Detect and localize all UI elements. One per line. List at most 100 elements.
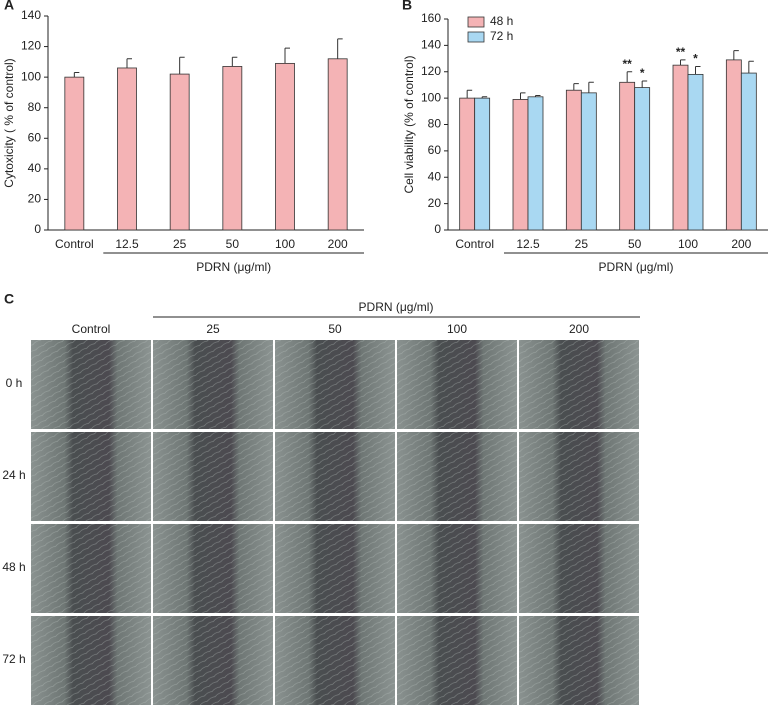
error-bar <box>626 71 633 83</box>
panel-label: C <box>4 291 14 307</box>
error-bar <box>695 65 701 75</box>
error-bar <box>73 72 80 78</box>
y-tick-label: 0 <box>434 222 441 236</box>
micrograph-texture <box>275 524 395 613</box>
row-label: 72 h <box>2 652 25 666</box>
bar <box>64 76 85 231</box>
significance-mark: ** <box>622 57 632 71</box>
x-tick-label: 200 <box>731 237 751 251</box>
bar <box>565 89 582 231</box>
error-bar <box>535 94 541 97</box>
bar <box>459 97 476 231</box>
panel-label: A <box>4 0 14 13</box>
significance-mark: * <box>693 52 698 66</box>
x-tick-label: 100 <box>678 237 698 251</box>
micrograph-texture <box>153 524 273 613</box>
bar <box>687 73 704 231</box>
y-tick-label: 80 <box>28 100 42 114</box>
x-tick-label: 12.5 <box>516 237 540 251</box>
x-tick-label: 25 <box>173 237 187 251</box>
x-tick-label: 200 <box>328 237 348 251</box>
micrograph-texture <box>153 340 273 429</box>
column-label: 25 <box>206 322 220 336</box>
y-tick-label: 100 <box>21 69 41 83</box>
bar <box>117 67 137 231</box>
micrograph-texture <box>275 340 395 429</box>
column-label: 100 <box>447 322 467 336</box>
bar <box>275 62 295 231</box>
error-bar <box>641 80 648 88</box>
micrograph-texture <box>397 616 517 705</box>
error-bar <box>588 81 594 93</box>
micrograph-texture <box>31 616 151 705</box>
micrograph-texture <box>31 524 151 613</box>
y-axis-label: Cytoxicity ( % of control) <box>2 58 16 187</box>
bar <box>580 92 597 231</box>
y-tick-label: 100 <box>421 90 441 104</box>
column-label: 50 <box>328 322 342 336</box>
bar <box>169 73 190 231</box>
micrograph-texture <box>397 524 517 613</box>
error-bar <box>231 56 238 67</box>
row-label: 48 h <box>2 560 25 574</box>
significance-mark: ** <box>676 45 686 59</box>
x-tick-label: Control <box>55 237 94 251</box>
x-group-label: PDRN (μg/ml) <box>599 260 674 274</box>
y-axis-label: Cell viability (% of control) <box>402 55 416 193</box>
bar <box>672 64 689 231</box>
x-tick-label: 12.5 <box>115 237 139 251</box>
row-label: 0 h <box>6 376 23 390</box>
x-group-label: PDRN (μg/ml) <box>196 260 271 274</box>
y-tick-label: 160 <box>421 11 441 25</box>
error-bar <box>481 96 488 99</box>
y-tick-label: 0 <box>34 222 41 236</box>
column-label: 200 <box>569 322 589 336</box>
y-tick-label: 140 <box>21 8 41 22</box>
legend-swatch <box>467 31 485 43</box>
bar <box>725 59 742 231</box>
error-bar <box>126 58 132 68</box>
legend-label: 72 h <box>490 29 513 43</box>
y-tick-label: 40 <box>28 161 42 175</box>
panel-label: B <box>402 0 412 13</box>
micrograph-texture <box>275 616 395 705</box>
group-label: PDRN (μg/ml) <box>359 300 434 314</box>
micrograph-texture <box>519 524 639 613</box>
micrograph-texture <box>519 340 639 429</box>
micrograph-texture <box>397 340 517 429</box>
significance-mark: * <box>640 66 645 80</box>
error-bar <box>573 83 579 91</box>
error-bar <box>680 59 686 66</box>
y-tick-label: 120 <box>21 39 41 53</box>
x-tick-label: 50 <box>628 237 642 251</box>
column-label: Control <box>72 322 111 336</box>
micrograph-texture <box>519 432 639 521</box>
legend-label: 48 h <box>490 14 513 28</box>
error-bar <box>284 47 290 64</box>
micrograph-texture <box>31 432 151 521</box>
bar <box>222 66 243 231</box>
y-tick-label: 120 <box>421 64 441 78</box>
bar <box>512 99 529 231</box>
bar <box>619 81 636 231</box>
micrograph-texture <box>31 340 151 429</box>
bar <box>474 97 491 231</box>
y-tick-label: 20 <box>428 196 442 210</box>
micrograph-texture <box>397 432 517 521</box>
micrograph-texture <box>153 616 273 705</box>
x-tick-label: 100 <box>275 237 295 251</box>
x-tick-label: 50 <box>226 237 240 251</box>
y-tick-label: 140 <box>421 38 441 52</box>
bar <box>327 58 348 231</box>
bar <box>527 96 544 231</box>
y-tick-label: 60 <box>28 130 42 144</box>
error-bar <box>179 56 185 75</box>
error-bar <box>748 60 754 74</box>
micrograph-texture <box>153 432 273 521</box>
x-tick-label: 25 <box>575 237 589 251</box>
y-tick-label: 60 <box>428 143 442 157</box>
x-tick-label: Control <box>455 237 494 251</box>
error-bar <box>466 89 473 99</box>
micrograph-texture <box>275 432 395 521</box>
